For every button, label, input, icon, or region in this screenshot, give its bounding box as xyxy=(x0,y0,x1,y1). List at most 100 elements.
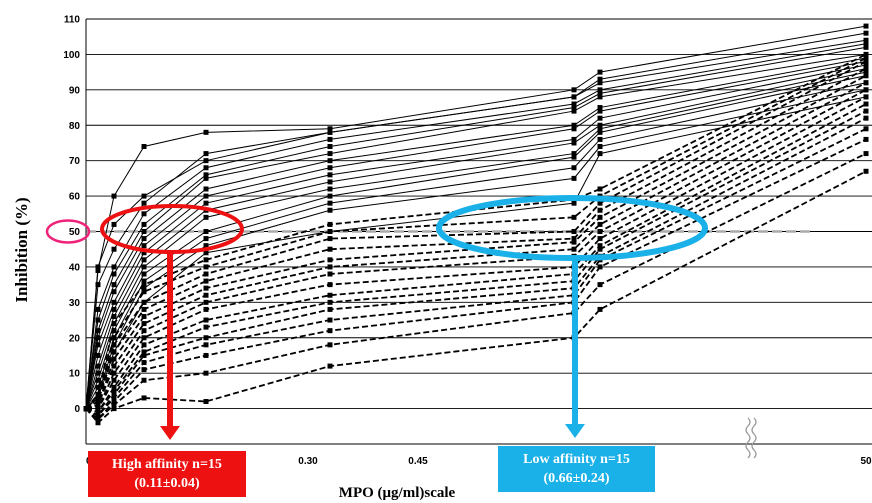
series-low-9-point-5 xyxy=(327,292,333,298)
series-low-13-point-8 xyxy=(863,136,869,142)
series-low-4-point-5 xyxy=(327,246,333,252)
series-high-5-point-8 xyxy=(863,44,869,50)
series-low-14-line xyxy=(85,152,867,421)
series-low-15-point-3 xyxy=(141,395,147,401)
series-high-2-point-8 xyxy=(863,23,869,29)
series-low-10-point-2 xyxy=(111,388,117,394)
series-high-10-point-5 xyxy=(327,179,333,185)
series-high-5-point-2 xyxy=(111,271,117,277)
series-low-1-point-8 xyxy=(863,51,869,57)
axes xyxy=(85,19,872,459)
series-low-4-point-2 xyxy=(111,349,117,355)
series-low-9-line xyxy=(85,103,867,414)
y-tick-10: 10 xyxy=(69,369,81,380)
low-affinity-arrow-head xyxy=(565,424,585,438)
series-low-15-line xyxy=(85,170,867,425)
series-high-2-point-6 xyxy=(571,87,577,93)
series-low-4-point-1 xyxy=(95,399,101,404)
series-high-8-point-7 xyxy=(597,108,603,114)
series-high-4-line xyxy=(85,43,867,409)
y-tick-50: 50 xyxy=(69,227,81,238)
series-low-2-point-4 xyxy=(203,264,209,270)
series-low-2-point-2 xyxy=(111,335,117,341)
series-high-15-point-7 xyxy=(597,151,603,157)
series-low-7-point-4 xyxy=(203,299,209,305)
high-affinity-arrow-head xyxy=(160,426,180,440)
series-high-14-point-3 xyxy=(141,285,147,291)
series-low-11-point-2 xyxy=(111,391,117,397)
series-high-7-point-4 xyxy=(203,186,209,192)
series-high-8-point-6 xyxy=(571,126,577,132)
series-low-7-point-5 xyxy=(327,271,333,277)
series-low-12-point-5 xyxy=(327,317,333,323)
axis-break-mark xyxy=(745,417,757,459)
series-low-14-point-5 xyxy=(327,342,333,348)
series-low-7-point-3 xyxy=(141,328,147,334)
series-low-9-point-2 xyxy=(111,384,117,390)
series-low-6-point-2 xyxy=(111,363,117,369)
x-axis-title: MPO (μg/ml)scale xyxy=(339,485,456,501)
series-high-9-point-2 xyxy=(111,306,117,312)
series-high-3-point-5 xyxy=(327,129,333,135)
series-high-9-point-4 xyxy=(203,200,209,206)
series-high-8-point-5 xyxy=(327,165,333,171)
series-low-10-point-3 xyxy=(141,349,147,355)
annotations xyxy=(45,195,708,440)
series-low-12-point-2 xyxy=(111,395,117,401)
x-tick-0.30: 0.30 xyxy=(298,456,318,467)
series-low-12-point-8 xyxy=(863,126,869,132)
series-low-11-point-3 xyxy=(141,352,147,358)
series-high-15-point-6 xyxy=(571,200,577,206)
series-low-10-point-7 xyxy=(597,246,603,252)
series-high-9-point-6 xyxy=(571,136,577,142)
series-low-6-point-3 xyxy=(141,321,147,327)
series-high-2-point-3 xyxy=(141,144,147,149)
series-low-6-point-1 xyxy=(95,402,101,408)
series-low-10-point-1 xyxy=(95,409,101,415)
series-high-6-point-2 xyxy=(111,282,117,288)
series-low-15-point-7 xyxy=(597,306,603,312)
series-high-7-point-6 xyxy=(571,122,577,128)
series-low-11-point-5 xyxy=(327,306,333,312)
series-low-8-line xyxy=(86,96,867,410)
series-low-5-point-5 xyxy=(327,257,333,263)
series-low-15-point-4 xyxy=(203,399,209,404)
series-low-14-point-3 xyxy=(141,377,147,383)
series-high-11-point-8 xyxy=(863,69,869,75)
series-low-1-point-4 xyxy=(203,257,209,263)
series-high-3-point-6 xyxy=(571,94,577,100)
series-high-14-point-4 xyxy=(203,243,209,249)
series-low-4-point-8 xyxy=(863,66,869,72)
y-tick-90: 90 xyxy=(69,85,81,96)
series-high-11-point-3 xyxy=(141,264,147,270)
series-high-13-point-7 xyxy=(597,136,603,142)
series-high-5-point-7 xyxy=(597,90,603,96)
series-low-15-point-8 xyxy=(863,168,869,174)
series-high-4-point-2 xyxy=(111,264,117,270)
series-low-2-point-1 xyxy=(95,395,101,401)
series-high-11-point-4 xyxy=(203,214,209,220)
series-low-6-point-7 xyxy=(597,221,603,227)
series-low-6-point-5 xyxy=(327,264,333,270)
series-low-8-point-2 xyxy=(111,377,117,383)
axis-break-wave-1 xyxy=(751,417,757,459)
series-high-4-point-5 xyxy=(327,136,333,142)
series-low-8-point-7 xyxy=(597,236,603,242)
series-high-12-point-4 xyxy=(203,229,209,234)
series-high-10-point-1 xyxy=(95,363,101,369)
series-high-5-point-5 xyxy=(327,144,333,149)
series-high-7-point-1 xyxy=(95,335,101,341)
series-low-14-point-4 xyxy=(203,370,209,376)
series-low-6-point-8 xyxy=(863,80,869,86)
series-high-11-point-6 xyxy=(571,151,577,157)
series-low-14-point-7 xyxy=(597,282,603,288)
series-high-6-point-6 xyxy=(571,108,577,114)
series-high-3-line xyxy=(85,39,867,409)
series-high-10-point-7 xyxy=(597,122,603,128)
series-low-1-point-3 xyxy=(141,282,147,288)
series-low-14-point-8 xyxy=(863,151,869,157)
series-high-1-point-4 xyxy=(203,158,209,164)
series-high-13-point-4 xyxy=(203,236,209,242)
series-low-3-point-3 xyxy=(141,299,147,305)
